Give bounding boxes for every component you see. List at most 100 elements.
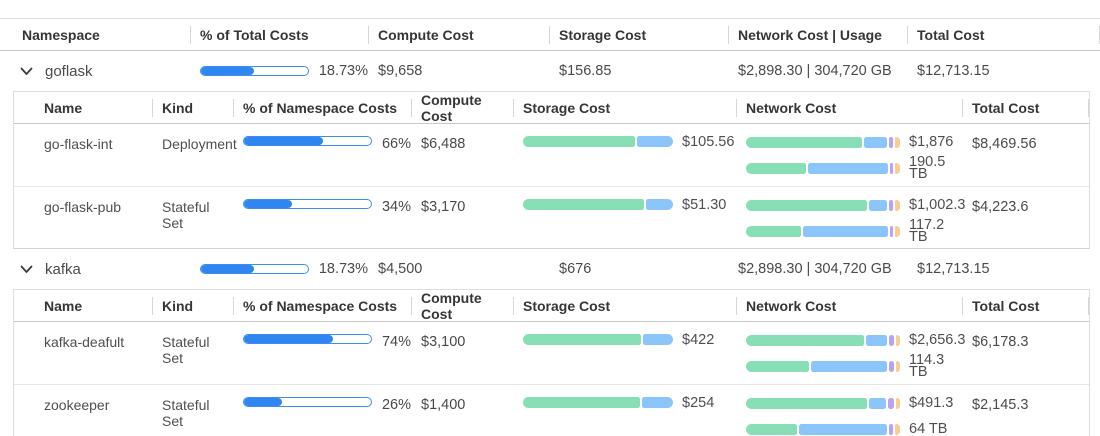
bar-segment-purple [889, 334, 894, 346]
total-cost-value: $6,178.3 [972, 334, 1029, 350]
pct-namespace-costs-bar [243, 334, 372, 344]
bar-segment-blue [864, 136, 887, 148]
workload-table-kafka: Name Kind % of Namespace Costs Compute C… [13, 289, 1090, 436]
bar-segment-green [523, 136, 636, 147]
bar-segment-orange [895, 397, 900, 409]
workload-name: go-flask-int [44, 136, 113, 152]
bar-segment-green [746, 360, 809, 372]
pct-total-costs-value: 18.73% [318, 63, 368, 79]
bar-segment-purple [888, 423, 894, 435]
namespace-row-goflask[interactable]: goflask 18.73% $9,658 $156.85 $2,898.30 … [0, 51, 1100, 91]
bar-segment-orange [895, 360, 900, 372]
storage-cost-value: $254 [682, 395, 715, 411]
workload-row-kafka-deafult[interactable]: kafka-deafult Stateful Set 74% $3,100 $4… [14, 322, 1089, 384]
pct-namespace-costs-value: 74% [381, 334, 411, 350]
bar-segment-blue [641, 397, 673, 408]
compute-cost-value: $1,400 [421, 397, 466, 413]
network-usage-bar [746, 162, 900, 174]
bar-segment-green [746, 397, 868, 409]
pct-namespace-costs-bar [243, 397, 372, 407]
storage-cost-value: $422 [682, 332, 715, 348]
bar-segment-blue [643, 334, 673, 345]
col-header-compute: Compute Cost [411, 290, 513, 322]
chevron-down-icon[interactable] [20, 67, 33, 76]
cost-allocation-table: Namespace % of Total Costs Compute Cost … [0, 18, 1100, 436]
col-header-kind: Kind [152, 92, 233, 124]
compute-cost-value: $9,658 [378, 63, 423, 79]
bar-segment-orange [895, 162, 900, 174]
col-header-total: Total Cost [962, 92, 1089, 124]
bar-segment-blue [807, 162, 889, 174]
workload-row-zookeeper[interactable]: zookeeper Stateful Set 26% $1,400 $254 $… [14, 384, 1089, 436]
bar-segment-green [746, 334, 865, 346]
compute-cost-value: $4,500 [378, 261, 423, 277]
network-cost-bar [746, 199, 900, 211]
network-cost-value: $1,002.3 [909, 197, 966, 213]
col-header-name: Name [44, 298, 83, 314]
compute-cost-value: $3,100 [421, 334, 466, 350]
col-header-pct-namespace: % of Namespace Costs [233, 92, 411, 124]
namespace-name: goflask [45, 62, 93, 80]
network-cost-bar [746, 136, 900, 148]
inner-header-row: Name Kind % of Namespace Costs Compute C… [14, 290, 1089, 322]
pct-namespace-costs-bar [243, 136, 372, 146]
col-header-network: Network Cost [736, 290, 962, 322]
storage-cost-value: $105.56 [682, 134, 735, 150]
workload-kind: Deployment [162, 136, 237, 152]
workload-row-go-flask-int[interactable]: go-flask-int Deployment 66% $6,488 $105.… [14, 124, 1089, 186]
total-cost-value: $8,469.56 [972, 136, 1037, 152]
network-cost-bar [746, 334, 900, 346]
network-cost-value: $491.3 [909, 395, 954, 411]
pct-total-costs-value: 18.73% [318, 261, 368, 277]
col-header-storage: Storage Cost [513, 92, 736, 124]
col-header-compute: Compute Cost [368, 19, 549, 50]
network-usage-value: 64 TB [909, 421, 948, 436]
pct-total-costs-bar [200, 66, 309, 76]
compute-cost-value: $3,170 [421, 199, 466, 215]
bar-segment-blue [810, 360, 888, 372]
bar-segment-green [746, 162, 806, 174]
bar-segment-purple [887, 397, 894, 409]
workload-kind: Stateful Set [162, 199, 210, 231]
bar-segment-blue [868, 199, 887, 211]
col-header-compute: Compute Cost [411, 92, 513, 124]
pct-total-costs-bar [200, 264, 309, 274]
bar-segment-orange [895, 423, 900, 435]
bar-segment-purple [888, 199, 894, 211]
workload-name: kafka-deafult [44, 334, 125, 350]
workload-name: go-flask-pub [44, 199, 122, 215]
bar-segment-blue [646, 199, 673, 210]
workload-kind: Stateful Set [162, 397, 210, 429]
inner-header-row: Name Kind % of Namespace Costs Compute C… [14, 92, 1089, 124]
bar-segment-blue [798, 423, 887, 435]
bar-segment-purple [890, 225, 894, 237]
bar-segment-purple [890, 162, 894, 174]
total-cost-value: $4,223.6 [972, 199, 1029, 215]
storage-cost-bar [523, 397, 673, 408]
bar-segment-orange [895, 334, 900, 346]
bar-segment-purple [888, 136, 894, 148]
bar-segment-blue [869, 397, 886, 409]
namespace-name: kafka [45, 260, 81, 278]
network-cost-usage-value: $2,898.30 | 304,720 GB [738, 261, 892, 277]
bar-segment-orange [895, 225, 900, 237]
workload-name: zookeeper [44, 397, 110, 413]
network-cost-bar [746, 397, 900, 409]
workload-kind: Stateful Set [162, 334, 210, 366]
bar-segment-purple [889, 360, 894, 372]
col-header-storage: Storage Cost [549, 19, 728, 50]
bar-segment-green [746, 136, 863, 148]
storage-cost-value: $156.85 [559, 63, 612, 79]
col-header-network: Network Cost | Usage [728, 19, 907, 50]
storage-cost-value: $676 [559, 261, 592, 277]
bar-segment-orange [895, 136, 900, 148]
pct-namespace-costs-value: 26% [381, 397, 411, 413]
namespace-row-kafka[interactable]: kafka 18.73% $4,500 $676 $2,898.30 | 304… [0, 249, 1100, 289]
storage-cost-bar [523, 199, 673, 210]
chevron-down-icon[interactable] [20, 265, 33, 274]
bar-segment-blue [802, 225, 889, 237]
pct-namespace-costs-value: 34% [381, 199, 411, 215]
workload-row-go-flask-pub[interactable]: go-flask-pub Stateful Set 34% $3,170 $51… [14, 186, 1089, 248]
outer-header-row: Namespace % of Total Costs Compute Cost … [0, 19, 1100, 51]
network-cost-usage-value: $2,898.30 | 304,720 GB [738, 63, 892, 79]
